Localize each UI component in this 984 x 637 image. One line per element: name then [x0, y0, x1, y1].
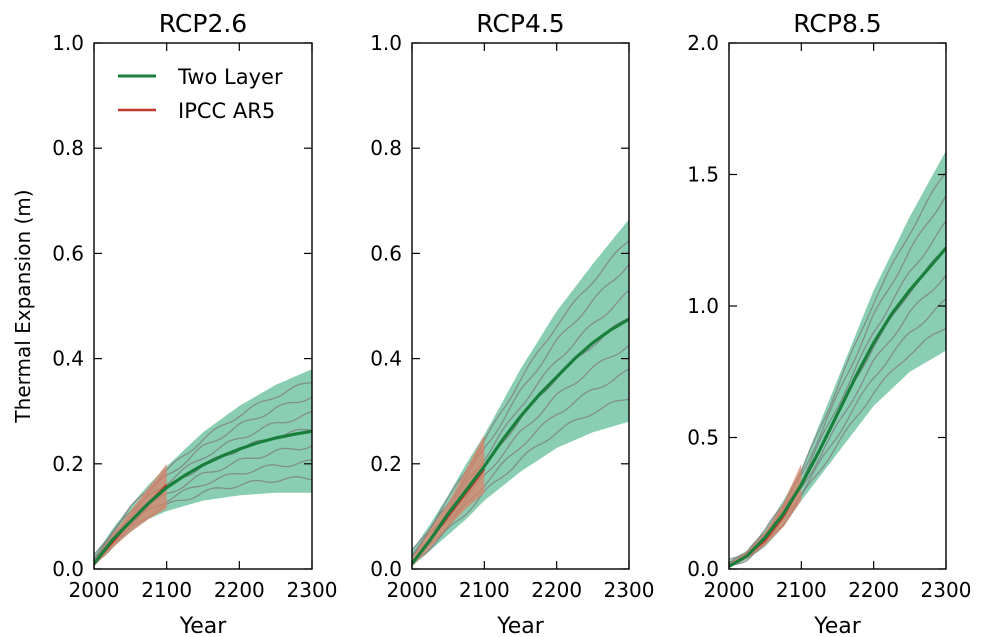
- ensemble-trace: [94, 382, 312, 556]
- plot-area: [729, 150, 946, 568]
- panel-rcp45: 2000 2100 2200 2300 0.0 0.2 0.4 0.6 0.8 1.0 RCP4.5…: [370, 9, 654, 637]
- y-tick-label: 2.0: [687, 31, 719, 55]
- y-tick-label: 0.5: [687, 426, 719, 450]
- legend-two-layer-label: Two Layer: [177, 65, 283, 89]
- uncertainty-band: [94, 369, 312, 567]
- x-tick-label: 2300: [287, 578, 338, 602]
- x-tick-label: 2100: [776, 578, 827, 602]
- y-tick-label: 0.0: [687, 557, 719, 581]
- x-tick-label: 2200: [214, 578, 265, 602]
- y-tick-label: 0.2: [370, 452, 402, 476]
- legend: Two Layer IPCC AR5: [118, 65, 283, 123]
- ensemble-trace: [412, 398, 629, 564]
- y-tick-label: 0.6: [52, 241, 84, 265]
- panel-title: RCP2.6: [159, 9, 247, 38]
- y-tick-label: 0.0: [52, 557, 84, 581]
- y-tick-label: 0.4: [370, 347, 402, 371]
- y-tick-label: 0.4: [52, 347, 84, 371]
- x-tick-label: 2000: [387, 578, 438, 602]
- x-tick-label: 2100: [459, 578, 510, 602]
- x-tick-label: 2300: [604, 578, 655, 602]
- x-axis-label: Year: [813, 614, 862, 637]
- two-layer-line: [94, 429, 312, 565]
- x-axis-label: Year: [179, 614, 228, 637]
- two-layer-line: [729, 247, 946, 568]
- x-axis-label: Year: [496, 614, 545, 637]
- x-tick-label: 2300: [921, 578, 972, 602]
- y-tick-label: 0.6: [370, 241, 402, 265]
- plot-area: [412, 219, 629, 567]
- x-tick-label: 2000: [704, 578, 755, 602]
- y-tick-label: 0.0: [370, 557, 402, 581]
- legend-ipcc-ar5-label: IPCC AR5: [178, 99, 275, 123]
- panel-rcp26: 2000 2100 2200 2300 0.0 0.2 0.4 0.6 0.8 1.0 RCP2.6…: [11, 9, 337, 637]
- x-tick-label: 2200: [531, 578, 582, 602]
- plot-area: [94, 369, 312, 567]
- ensemble-trace: [412, 240, 629, 551]
- ar5-band: [729, 463, 802, 568]
- y-tick-label: 1.0: [52, 31, 84, 55]
- y-tick-label: 1.0: [687, 294, 719, 318]
- y-tick-label: 0.2: [52, 452, 84, 476]
- x-tick-label: 2200: [848, 578, 899, 602]
- axes-frame: [93, 42, 313, 570]
- ar5-band: [412, 434, 485, 567]
- x-tick-label: 2100: [141, 578, 192, 602]
- x-tick-label: 2000: [69, 578, 120, 602]
- y-tick-label: 0.8: [370, 136, 402, 160]
- y-tick-label: 0.8: [52, 136, 84, 160]
- uncertainty-band: [729, 150, 946, 568]
- axes-frame: [411, 42, 630, 570]
- y-tick-label: 1.5: [687, 163, 719, 187]
- y-axis-label: Thermal Expansion (m): [11, 189, 35, 423]
- panel-rcp85: 2000 2100 2200 2300 0.0 0.5 1.0 1.5 2.0 RCP8.5 Yea…: [687, 9, 971, 637]
- two-layer-line: [412, 317, 629, 565]
- ensemble-trace: [729, 171, 946, 561]
- panel-title: RCP8.5: [793, 9, 881, 38]
- panel-title: RCP4.5: [476, 9, 564, 38]
- y-tick-label: 1.0: [370, 31, 402, 55]
